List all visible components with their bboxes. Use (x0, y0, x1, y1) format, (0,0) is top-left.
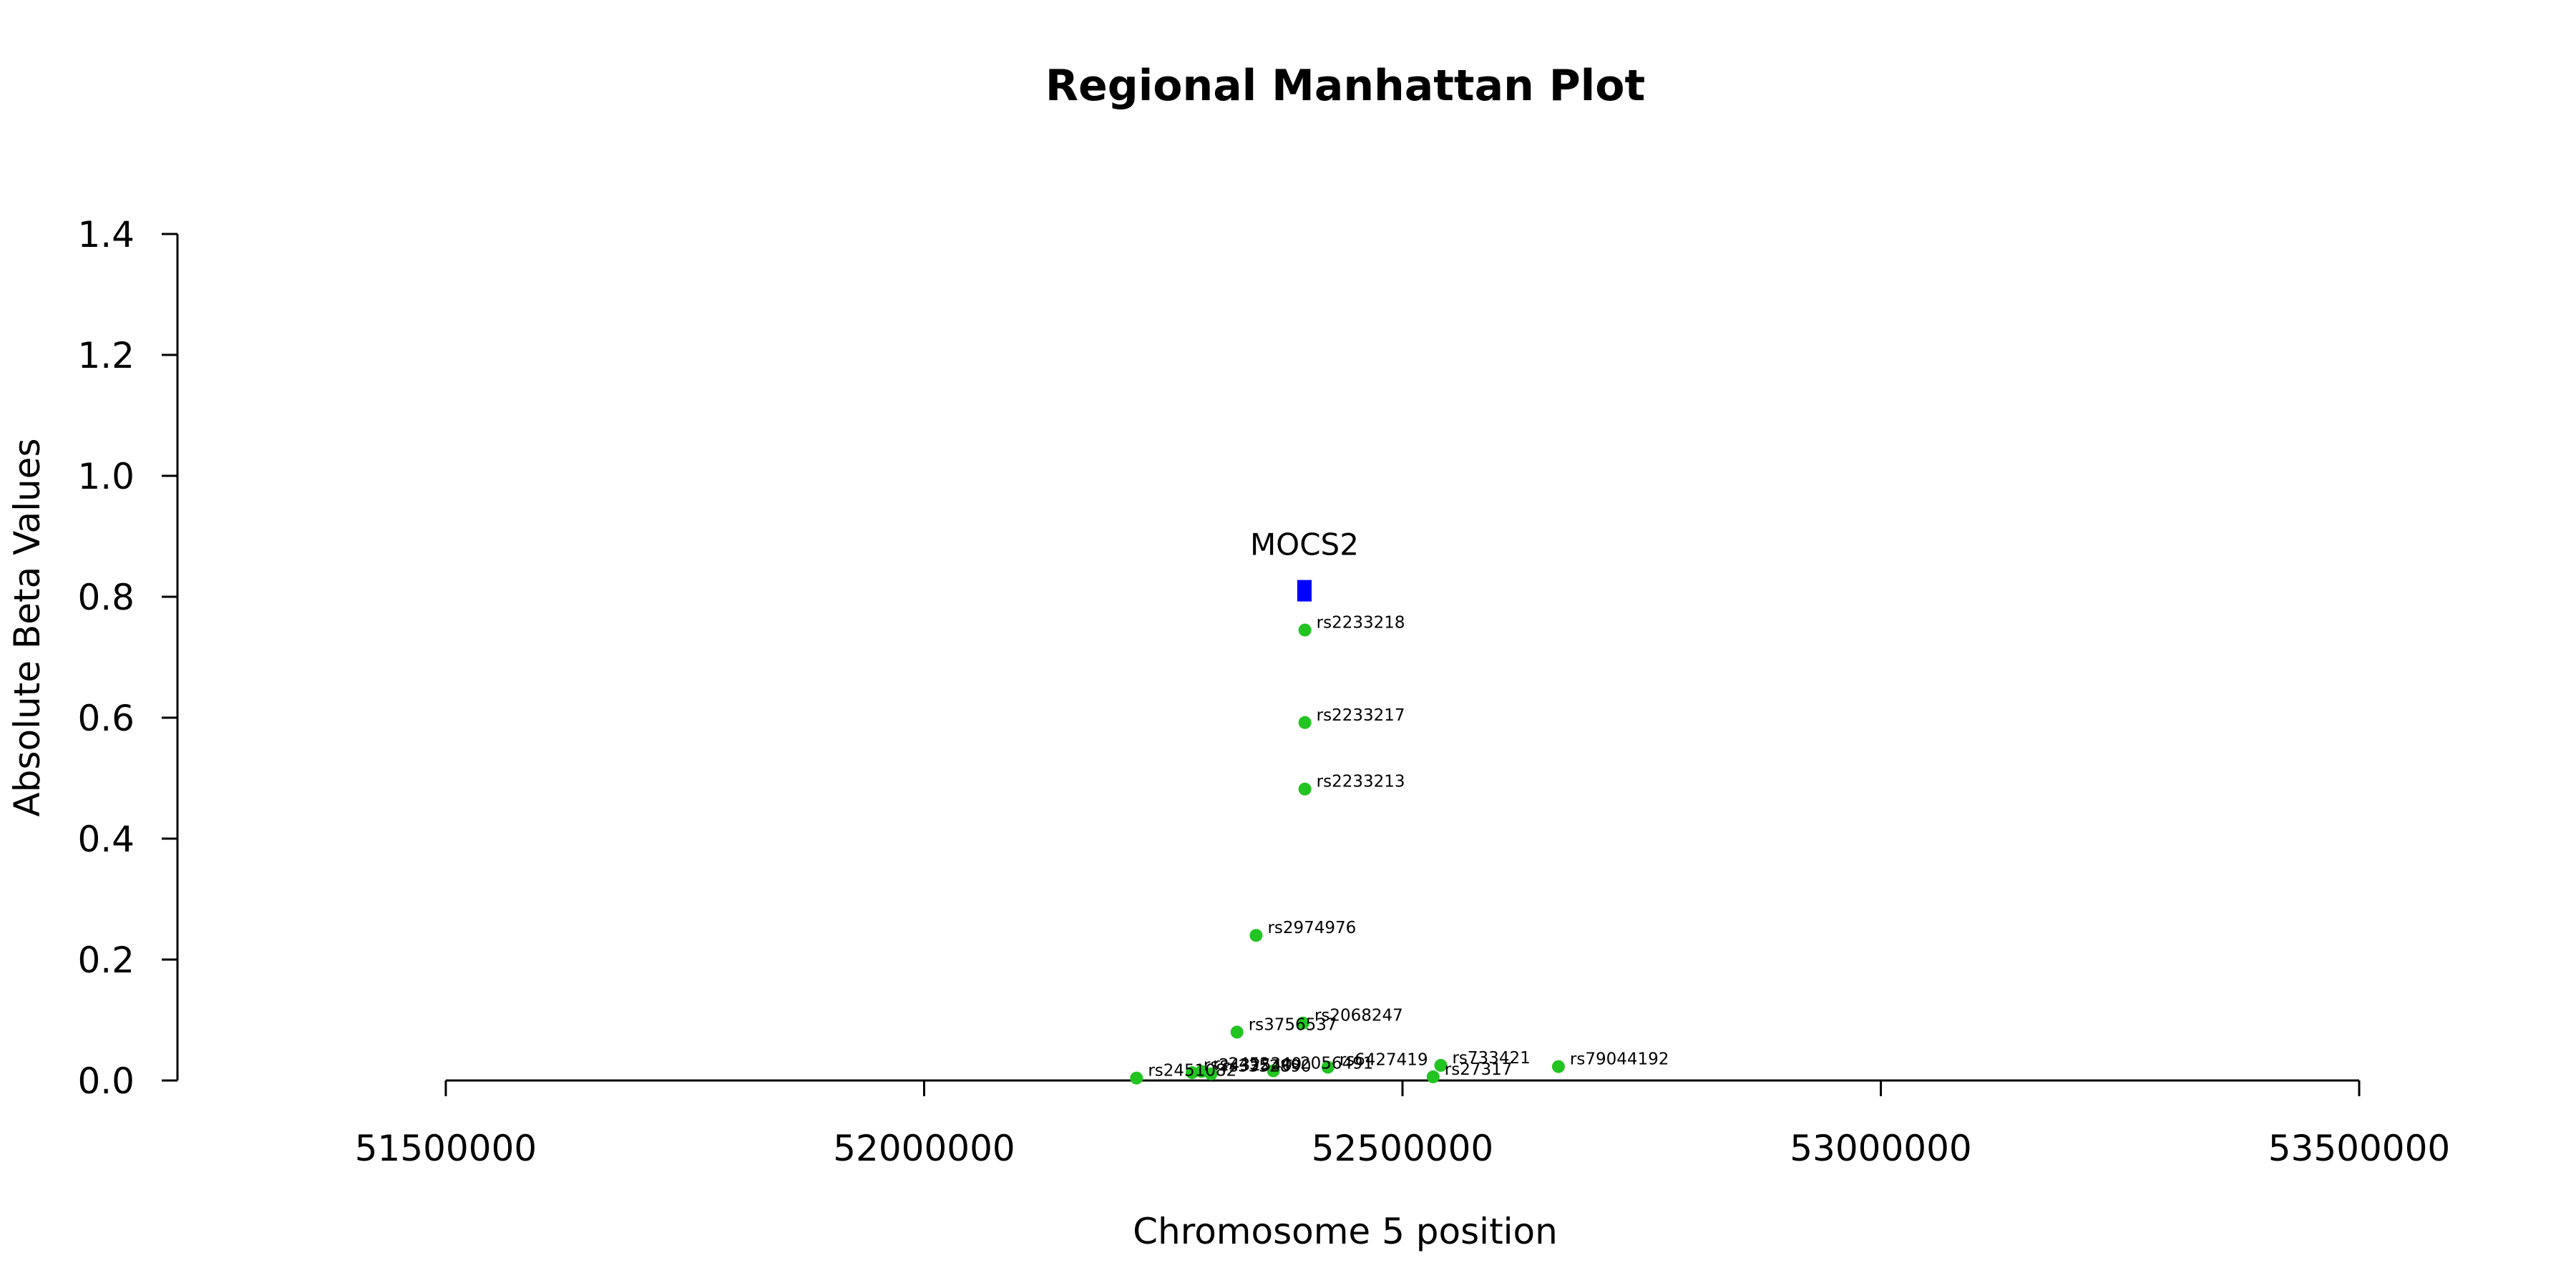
snp-point (1204, 1067, 1218, 1080)
snp-label: rs2974976 (1267, 919, 1356, 937)
snp-label: rs2233213 (1317, 773, 1405, 791)
snp-point (1321, 1060, 1335, 1074)
snp-point (1185, 1066, 1199, 1080)
y-tick-label: 0.6 (77, 698, 135, 739)
x-tick-label: 52500000 (1312, 1128, 1494, 1169)
snp-label: rs2233218 (1317, 613, 1405, 632)
y-tick-label: 1.0 (77, 456, 135, 497)
snp-label: rs79044192 (1570, 1050, 1669, 1069)
snp-label: rs2451082 (1148, 1062, 1236, 1080)
snp-label: rs2233217 (1317, 706, 1405, 725)
snp-label: rs27317 (1445, 1060, 1513, 1079)
y-tick-label: 0.8 (77, 577, 135, 618)
snp-point (1130, 1071, 1143, 1085)
snp-label: rs2432540 (1204, 1056, 1292, 1075)
snp-label: rs2056491 (1285, 1054, 1374, 1073)
y-tick-label: 0.4 (77, 819, 135, 860)
snp-label: rs2452340 (1213, 1055, 1302, 1073)
gene-box (1297, 580, 1312, 602)
snp-point (1426, 1070, 1440, 1083)
y-tick-label: 1.4 (77, 214, 135, 255)
snp-point (1230, 1025, 1244, 1039)
x-axis: 51500000 52000000 52500000 53000000 53500000 (355, 1079, 2451, 1169)
y-tick-label: 0.2 (77, 940, 135, 981)
x-tick-label: 53000000 (1790, 1128, 1972, 1169)
gene-label: MOCS2 (1250, 527, 1359, 562)
snp-point (1296, 1016, 1309, 1030)
x-tick-label: 53500000 (2268, 1128, 2451, 1169)
snp-label: rs3352890 (1223, 1058, 1312, 1076)
snp-point (1298, 623, 1312, 637)
y-axis: 0.0 0.2 0.4 0.6 0.8 1.0 1.2 1.4 (77, 214, 179, 1102)
gene-track: MOCS2 (1250, 527, 1359, 602)
snp-point (1298, 716, 1312, 729)
y-tick-label: 0.0 (77, 1060, 135, 1102)
x-tick-label: 51500000 (355, 1128, 537, 1169)
snp-label: rs6427419 (1340, 1050, 1428, 1069)
x-axis-title: Chromosome 5 position (1133, 1211, 1558, 1252)
x-tick-label: 52000000 (833, 1128, 1015, 1169)
y-axis-title: Absolute Beta Values (6, 439, 48, 817)
snp-points: rs2233218 rs2233217 rs2233213 rs2974976 rs20… (1130, 613, 1669, 1085)
y-tick-label: 1.2 (77, 335, 135, 376)
snp-point (1551, 1060, 1565, 1073)
snp-label: rs733421 (1452, 1049, 1530, 1068)
chart-title: Regional Manhattan Plot (1045, 61, 1645, 111)
snp-point (1249, 929, 1263, 942)
snp-point (1298, 782, 1312, 796)
snp-label: rs3756537 (1249, 1015, 1337, 1034)
snp-point (1267, 1064, 1280, 1078)
snp-label: rs2068247 (1314, 1007, 1403, 1025)
snp-point (1434, 1058, 1448, 1072)
